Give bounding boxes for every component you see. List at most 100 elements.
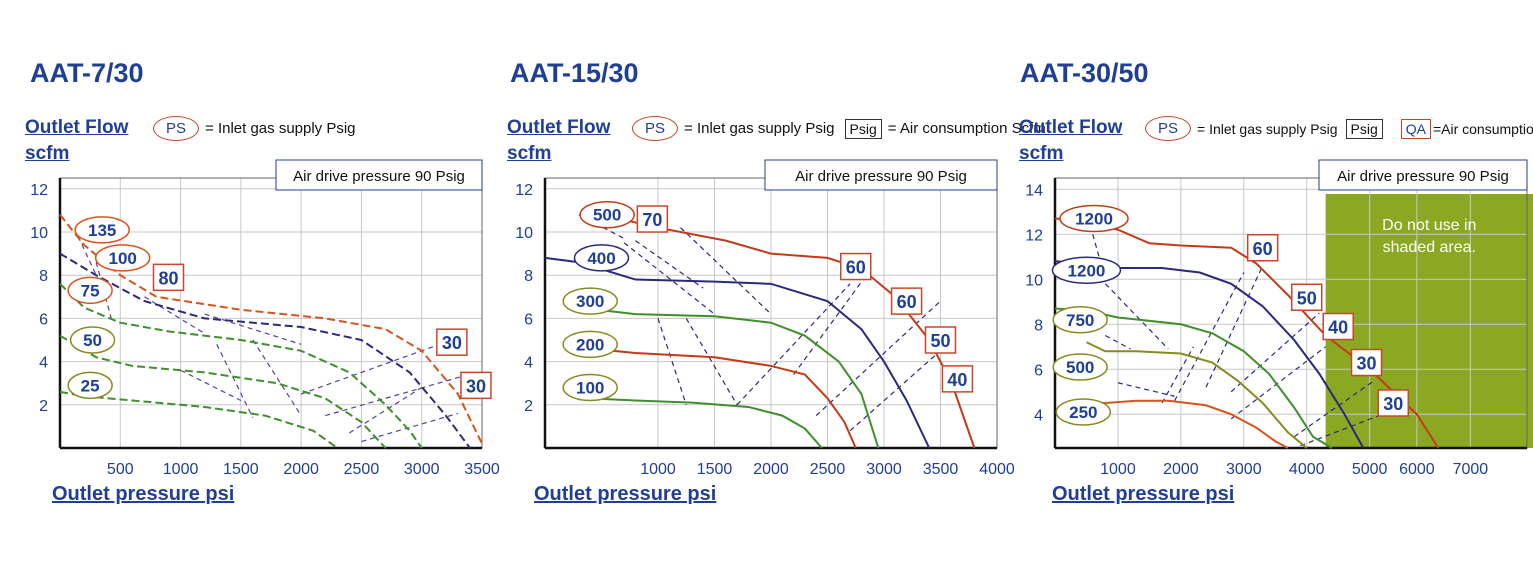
qa-label-box	[1290, 283, 1323, 311]
series-line-100	[590, 397, 823, 449]
x-tick-label: 1000	[640, 461, 676, 478]
qa-label-box	[460, 371, 492, 400]
chart-title: AAT-7/30	[30, 58, 144, 88]
ps-label: 400	[587, 249, 615, 268]
x-tick-label: 4000	[1289, 461, 1325, 478]
ps-label-oval	[1055, 398, 1112, 426]
chart-panel-aat-15-30: AAT-15/30 Outlet Flow scfm PS = Inlet gas…	[500, 0, 1046, 570]
legend-air-text: = Air consumption Scfm	[887, 120, 1046, 137]
chart-title: AAT-30/50	[1020, 58, 1149, 88]
qa-label: 30	[466, 376, 486, 396]
x-tick-label: 5000	[1352, 461, 1388, 478]
air-consumption-line	[349, 387, 423, 434]
ps-legend-marker: PS	[632, 116, 679, 141]
air-consumption-line	[1293, 380, 1375, 438]
chart-aat-15-30: 1000 1500 2000 2500 3000 3500 4000 2 4 6 8 10 12 Air …	[515, 159, 1015, 478]
qa-label-box	[941, 365, 974, 393]
series-line-75	[59, 283, 423, 449]
x-tick-label: 1000	[163, 461, 199, 478]
x-tick-label: 1500	[223, 461, 259, 478]
qa-label: 40	[947, 370, 967, 390]
air-consumption-line	[635, 240, 704, 289]
air-consumption-line	[1205, 265, 1264, 388]
ps-label-oval	[1052, 353, 1108, 381]
ps-label: 50	[83, 331, 102, 350]
legend: PS = Inlet gas supply Psig Psig QA =Air …	[1145, 116, 1533, 141]
series-line-500	[1086, 341, 1308, 449]
x-tick-label: 1000	[1100, 461, 1136, 478]
x-tick-label: 2000	[753, 461, 789, 478]
drive-pressure-note: Air drive pressure 90 Psig	[1337, 168, 1509, 185]
ps-label-oval	[67, 276, 113, 305]
series-line-500	[601, 213, 976, 449]
air-consumption-line	[1230, 346, 1326, 420]
qa-label-box	[1246, 234, 1279, 262]
y-tick-label: 6	[1034, 362, 1043, 379]
x-tick-label: 3000	[404, 461, 440, 478]
x-tick-label: 3000	[866, 461, 902, 478]
qa-label-box	[890, 287, 923, 315]
qa-label: 60	[846, 258, 866, 278]
x-tick-label: 2500	[344, 461, 380, 478]
legend-air-text: =Air consumption Scfm	[1432, 120, 1533, 137]
ps-label-oval	[573, 244, 630, 272]
qa-label-box	[436, 328, 468, 356]
y-tick-label: 8	[1034, 317, 1043, 334]
air-consumption-line	[252, 339, 302, 416]
qa-label: 50	[930, 331, 950, 351]
air-consumption-line	[325, 371, 477, 417]
ps-label: 300	[576, 292, 604, 311]
air-consumption-line	[1230, 312, 1320, 393]
x-axis-label: Outlet pressure psi	[534, 483, 717, 505]
y-tick-label: 2	[524, 398, 533, 415]
qa-legend-marker: QA	[1400, 118, 1431, 139]
ps-label: 100	[109, 249, 137, 268]
ps-label-oval	[562, 287, 618, 315]
qa-label: 70	[642, 210, 662, 230]
shade-note-line: Do not use in	[1382, 217, 1476, 234]
ps-label: 25	[81, 376, 100, 395]
air-consumption-line	[657, 318, 687, 405]
air-consumption-line	[623, 242, 715, 315]
y-tick-label: 6	[524, 311, 533, 328]
shade-note-line: shaded area.	[1383, 239, 1476, 256]
air-consumption-line	[680, 227, 772, 315]
drive-pressure-note: Air drive pressure 90 Psig	[795, 168, 967, 185]
qa-label-box	[1377, 389, 1410, 417]
ps-label-oval	[1059, 204, 1129, 233]
y-tick-label: 10	[30, 225, 48, 242]
y-axis-label: Outlet Flow scfm	[507, 117, 611, 164]
qa-label: 30	[442, 333, 462, 353]
air-consumption-line	[204, 313, 302, 345]
air-consumption-line	[736, 283, 851, 406]
x-axis-label: Outlet pressure psi	[1052, 483, 1235, 505]
x-tick-label: 500	[107, 461, 134, 478]
x-tick-label: 3500	[464, 461, 500, 478]
y-tick-label: 6	[39, 311, 48, 328]
legend-inlet-text: = Inlet gas supply Psig	[684, 120, 835, 137]
air-consumption-line	[1300, 411, 1389, 447]
series-line-25	[59, 390, 338, 449]
chart-panel-aat-30-50: AAT-30/50 Outlet Flow scfm PS = Inlet gas…	[1015, 0, 1533, 570]
y-tick-label: 10	[515, 225, 533, 242]
series-line-300	[578, 306, 880, 449]
ps-legend-marker: PS	[153, 116, 200, 141]
ps-label: 200	[576, 335, 604, 354]
x-tick-label: 7000	[1453, 461, 1489, 478]
ps-label: 1200	[1075, 210, 1113, 229]
ps-label-oval	[94, 244, 151, 272]
x-tick-label: 4000	[979, 461, 1015, 478]
qa-label-box	[1322, 312, 1354, 341]
ps-label: 75	[81, 281, 100, 300]
drive-pressure-note: Air drive pressure 90 Psig	[293, 168, 465, 185]
ps-label-oval	[562, 373, 618, 402]
qa-label-box	[152, 263, 185, 292]
qa-label: 50	[1297, 288, 1317, 308]
air-consumption-line	[685, 318, 738, 406]
ps-label-oval	[69, 326, 116, 354]
series-line-200	[590, 347, 857, 449]
air-consumption-line	[1174, 272, 1245, 402]
y-tick-label: 4	[1034, 407, 1043, 424]
drive-pressure-box	[275, 159, 483, 191]
ps-label-oval	[74, 216, 130, 244]
